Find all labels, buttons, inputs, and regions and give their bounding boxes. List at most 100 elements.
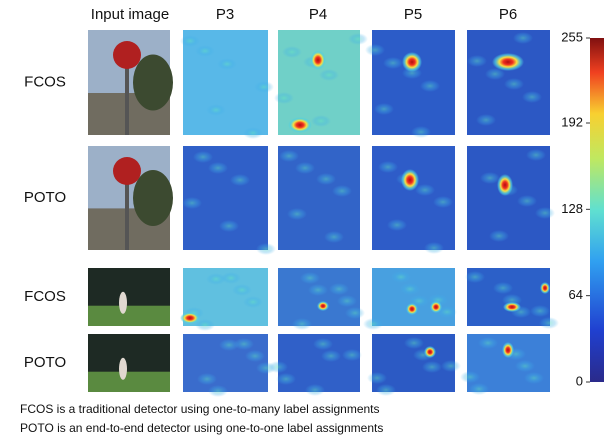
heatmap-texture (522, 91, 542, 103)
heatmap-texture (365, 44, 385, 56)
heatmap-texture (195, 45, 215, 57)
stop-sign (113, 41, 141, 69)
heatmap-texture (422, 361, 442, 373)
activation (180, 312, 200, 324)
activation (406, 303, 418, 315)
column-header: P4 (309, 6, 327, 23)
heatmap-texture (441, 360, 461, 372)
column-header: P3 (216, 6, 234, 23)
court (88, 372, 170, 392)
heatmap-texture (424, 242, 444, 254)
heatmap-texture (319, 69, 339, 81)
heatmap-texture (465, 271, 485, 283)
heatmap-texture (489, 230, 509, 242)
heatmap-texture (348, 33, 368, 45)
heatmap-texture (254, 81, 274, 93)
heatmap-texture (295, 162, 315, 174)
heatmap-texture (208, 385, 228, 397)
heatmap-texture (274, 92, 294, 104)
heatmap-texture (391, 271, 411, 283)
heatmap-texture (420, 80, 440, 92)
figure: Input imageP3P4P5P6FCOSPOTOFCOSPOTO06412… (0, 0, 611, 437)
sign-pole (125, 176, 129, 250)
heatmap-texture (197, 373, 217, 385)
heatmap-texture (208, 162, 228, 174)
heatmap-texture (282, 46, 302, 58)
player (119, 358, 127, 380)
column-header: P6 (499, 6, 517, 23)
heatmap-texture (404, 337, 424, 349)
heatmap-texture (415, 184, 435, 196)
heatmap-texture (232, 284, 252, 296)
heatmap-texture (219, 220, 239, 232)
heatmap-texture (292, 318, 312, 330)
activation (288, 117, 312, 133)
player (119, 292, 127, 314)
activation (310, 50, 326, 70)
heatmap-texture (217, 58, 237, 70)
row-label: FCOS (24, 73, 66, 90)
heatmap-texture (243, 127, 263, 139)
caption: POTO is an end-to-end detector using one… (20, 421, 383, 435)
heatmap-texture (530, 305, 550, 317)
panels (88, 30, 559, 397)
activation (424, 346, 436, 358)
heatmap-texture (182, 197, 202, 209)
heatmap (372, 30, 455, 135)
heatmap-texture (345, 307, 365, 319)
heatmap-texture (378, 161, 398, 173)
heatmap-texture (316, 173, 336, 185)
heatmap-texture (206, 104, 226, 116)
heatmap-texture (268, 361, 288, 373)
heatmap-texture (287, 208, 307, 220)
heatmap-texture (193, 151, 213, 163)
colorbar (590, 38, 604, 382)
activation (540, 282, 550, 294)
heatmap-texture (383, 57, 403, 69)
activation (317, 301, 329, 311)
heatmap-texture (526, 149, 546, 161)
heatmap-texture (515, 360, 535, 372)
tree (133, 170, 173, 226)
heatmap-texture (321, 350, 341, 362)
row-label: POTO (24, 354, 66, 371)
heatmap-texture (308, 284, 328, 296)
stop-sign (113, 157, 141, 185)
heatmap-texture (460, 371, 480, 383)
heatmap-texture (245, 350, 265, 362)
heatmap-texture (387, 219, 407, 231)
heatmap-texture (467, 55, 487, 67)
activation (492, 53, 524, 71)
caption: FCOS is a traditional detector using one… (20, 402, 380, 416)
heatmap-texture (337, 295, 357, 307)
heatmap-texture (363, 318, 383, 330)
colorbar-tick-label: 192 (561, 114, 583, 129)
heatmap-texture (221, 272, 241, 284)
heatmap-texture (374, 103, 394, 115)
colorbar-tick-label: 0 (576, 373, 583, 388)
heatmap-texture (243, 296, 263, 308)
heatmap-texture (305, 384, 325, 396)
activation (497, 174, 513, 196)
column-header: P5 (404, 6, 422, 23)
court (88, 306, 170, 326)
heatmap-texture (234, 338, 254, 350)
heatmap-texture (230, 174, 250, 186)
heatmap-texture (180, 35, 200, 47)
heatmap-texture (342, 349, 362, 361)
column-header: Input image (91, 6, 169, 23)
heatmap-texture (513, 32, 533, 44)
heatmap-texture (256, 243, 276, 255)
heatmap-texture (493, 282, 513, 294)
tree (133, 55, 173, 111)
heatmap-texture (332, 185, 352, 197)
heatmap-texture (279, 150, 299, 162)
heatmap-texture (324, 231, 344, 243)
heatmap-texture (276, 373, 296, 385)
heatmap-texture (376, 384, 396, 396)
heatmap-texture (478, 337, 498, 349)
heatmap-texture (480, 172, 500, 184)
activation (502, 342, 514, 358)
activation (402, 52, 422, 72)
colorbar-tick-label: 128 (561, 201, 583, 216)
